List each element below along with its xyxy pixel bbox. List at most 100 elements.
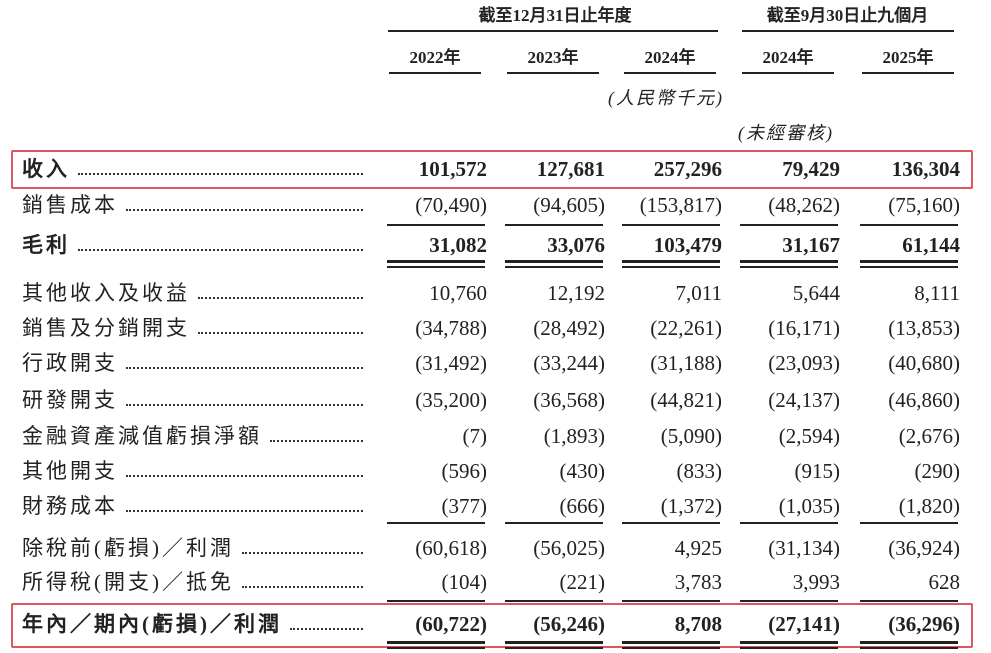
cell-value: (1,820) (898, 494, 960, 518)
cell-value: 31,167 (782, 233, 840, 257)
leader-dots (270, 424, 363, 442)
rule (507, 72, 599, 74)
cell-value: (23,093) (768, 351, 840, 375)
label-text: 其他開支 (22, 459, 118, 483)
leader-dots (126, 193, 363, 211)
cell-value: (35,200) (415, 388, 487, 412)
cell-value: (46,860) (888, 388, 960, 412)
rule (622, 522, 720, 524)
cell-value: (33,244) (533, 351, 605, 375)
cell-value: (915) (794, 459, 841, 483)
rule (622, 260, 720, 263)
rule (860, 260, 958, 263)
label-text: 其他收入及收益 (22, 281, 190, 305)
rule (622, 266, 720, 268)
year-header: 2023年 (527, 48, 579, 67)
cell-value: (34,788) (415, 316, 487, 340)
highlight-box (11, 150, 973, 189)
cell-value: (2,676) (898, 424, 960, 448)
cell-value: (56,025) (533, 536, 605, 560)
cell-value: 61,144 (902, 233, 960, 257)
cell-value: (22,261) (650, 316, 722, 340)
rule (505, 522, 603, 524)
rule (860, 641, 958, 644)
cell-value: 127,681 (536, 157, 605, 181)
row-label: 銷售及分銷開支 (22, 316, 367, 340)
cell-value: 10,760 (429, 281, 487, 305)
cell-value: (31,492) (415, 351, 487, 375)
cell-value: (40,680) (888, 351, 960, 375)
rule (740, 600, 838, 602)
rule (742, 72, 834, 74)
cell-value: (28,492) (533, 316, 605, 340)
row-label: 其他收入及收益 (22, 281, 367, 305)
label-text: 所得稅(開支)／抵免 (22, 570, 234, 594)
rule (860, 647, 958, 649)
leader-dots (126, 388, 363, 406)
cell-value: 257,296 (653, 157, 722, 181)
year-header: 2024年 (644, 48, 696, 67)
rule (860, 600, 958, 602)
row-label: 除稅前(虧損)／利潤 (22, 536, 367, 560)
cell-value: (1,035) (778, 494, 840, 518)
label-text: 金融資產減值虧損淨額 (22, 424, 262, 448)
cell-value: (104) (441, 570, 488, 594)
cell-value: (48,262) (768, 193, 840, 217)
rule (740, 647, 838, 649)
rule (387, 600, 485, 602)
cell-value: (75,160) (888, 193, 960, 217)
label-text: 銷售及分銷開支 (22, 316, 190, 340)
rule (740, 266, 838, 268)
cell-value: (1,893) (543, 424, 605, 448)
rule (742, 30, 954, 32)
row-label: 年內／期內(虧損)／利潤 (22, 612, 367, 636)
cell-value: (2,594) (778, 424, 840, 448)
rule (387, 266, 485, 268)
cell-value: (7) (462, 424, 488, 448)
leader-dots (242, 536, 363, 554)
row-label: 其他開支 (22, 459, 367, 483)
cell-value: 3,993 (792, 570, 840, 594)
label-text: 毛利 (22, 233, 70, 257)
cell-value: (94,605) (533, 193, 605, 217)
cell-value: 79,429 (782, 157, 840, 181)
cell-value: (377) (441, 494, 488, 518)
leader-dots (78, 233, 363, 251)
cell-value: 12,192 (547, 281, 605, 305)
rule (740, 641, 838, 644)
cell-value: (221) (559, 570, 606, 594)
label-text: 行政開支 (22, 351, 118, 375)
cell-value: (833) (676, 459, 723, 483)
rule (505, 600, 603, 602)
cell-value: 136,304 (891, 157, 960, 181)
cell-value: (36,924) (888, 536, 960, 560)
rule (387, 522, 485, 524)
rule (505, 647, 603, 649)
cell-value: 3,783 (674, 570, 722, 594)
cell-value: (430) (559, 459, 606, 483)
rule (622, 224, 720, 226)
rule (388, 30, 718, 32)
cell-value: 31,082 (429, 233, 487, 257)
cell-value: (666) (559, 494, 606, 518)
highlight-box (11, 603, 973, 648)
year-header: 2024年 (762, 48, 814, 67)
cell-value: (5,090) (660, 424, 722, 448)
cell-value: (44,821) (650, 388, 722, 412)
rule (505, 641, 603, 644)
row-label: 毛利 (22, 233, 367, 257)
group-header: 截至12月31日止年度 (478, 6, 632, 25)
year-header: 2025年 (882, 48, 934, 67)
rule (860, 224, 958, 226)
label-text: 銷售成本 (22, 193, 118, 217)
unaudited-note: (未經審核) (738, 123, 834, 143)
row-label: 收入 (22, 157, 367, 181)
year-header: 2022年 (409, 48, 461, 67)
rule (505, 260, 603, 263)
label-text: 除稅前(虧損)／利潤 (22, 536, 234, 560)
rule (387, 647, 485, 649)
rule (622, 647, 720, 649)
cell-value: (24,137) (768, 388, 840, 412)
row-label: 財務成本 (22, 494, 367, 518)
